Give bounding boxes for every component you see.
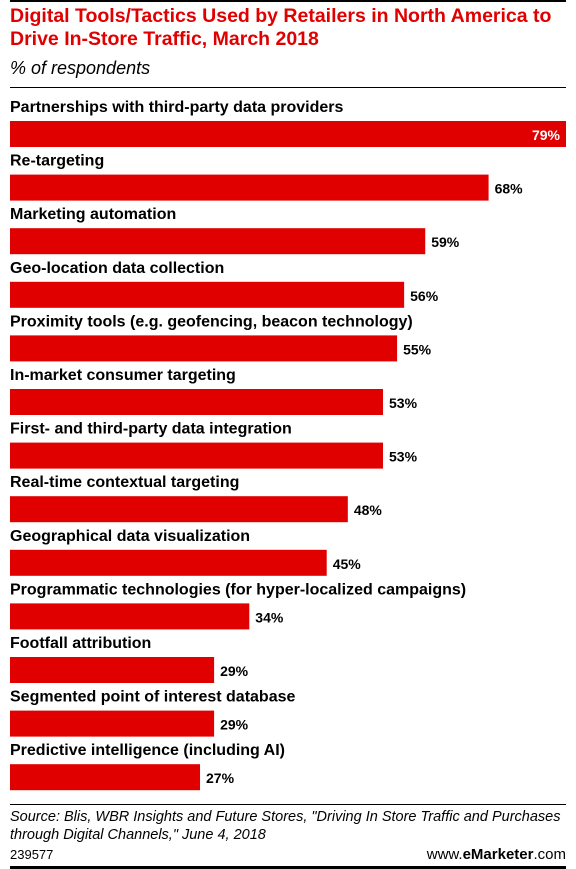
chart-subtitle: % of respondents xyxy=(10,58,151,78)
top-rule xyxy=(10,0,566,2)
category-label: Re-targeting xyxy=(10,153,104,170)
value-label: 55% xyxy=(403,341,432,357)
value-label: 53% xyxy=(389,449,418,465)
bar xyxy=(10,389,384,415)
brand-prefix: www. xyxy=(426,846,463,863)
value-label: 56% xyxy=(410,288,439,304)
category-label: Programmatic technologies (for hyper-loc… xyxy=(10,581,466,598)
bar xyxy=(10,657,215,683)
source-note: Source: Blis, WBR Insights and Future St… xyxy=(10,809,561,843)
value-label: 29% xyxy=(220,663,249,679)
category-label: Geo-location data collection xyxy=(10,260,224,277)
category-label: Predictive intelligence (including AI) xyxy=(10,742,285,759)
value-label: 45% xyxy=(333,556,362,572)
category-label: Marketing automation xyxy=(10,206,176,223)
category-label: First- and third-party data integration xyxy=(10,421,292,438)
category-label: Footfall attribution xyxy=(10,635,151,652)
category-label: Real-time contextual targeting xyxy=(10,474,239,491)
value-label: 48% xyxy=(354,502,383,518)
chart-id: 239577 xyxy=(10,847,54,862)
bar-chart: Partnerships with third-party data provi… xyxy=(10,99,566,791)
bottom-rule xyxy=(10,866,566,869)
header-divider xyxy=(10,87,566,88)
bar xyxy=(10,335,398,362)
bar xyxy=(10,174,489,201)
footer-divider xyxy=(10,804,566,805)
bar xyxy=(10,121,566,147)
bar xyxy=(10,710,215,737)
brand-logo[interactable]: www.eMarketer.com xyxy=(427,846,566,863)
category-label: Proximity tools (e.g. geofencing, beacon… xyxy=(10,313,413,330)
value-label: 79% xyxy=(532,127,561,143)
bar xyxy=(10,496,348,523)
brand-suffix: .com xyxy=(533,846,566,863)
category-label: Geographical data visualization xyxy=(10,528,250,545)
category-label: Segmented point of interest database xyxy=(10,689,295,706)
value-label: 29% xyxy=(220,717,249,733)
value-label: 53% xyxy=(389,395,418,411)
category-label: In-market consumer targeting xyxy=(10,367,236,384)
bar xyxy=(10,764,201,791)
value-label: 59% xyxy=(431,234,460,250)
chart-title: Digital Tools/Tactics Used by Retailers … xyxy=(10,5,552,50)
bar xyxy=(10,228,426,255)
bar xyxy=(10,549,327,576)
category-label: Partnerships with third-party data provi… xyxy=(10,99,344,116)
bar xyxy=(10,603,250,630)
value-label: 68% xyxy=(495,181,524,197)
bar xyxy=(10,442,384,469)
bar xyxy=(10,281,405,308)
value-label: 27% xyxy=(206,770,235,786)
brand-name: eMarketer xyxy=(462,846,534,863)
value-label: 34% xyxy=(255,609,284,625)
